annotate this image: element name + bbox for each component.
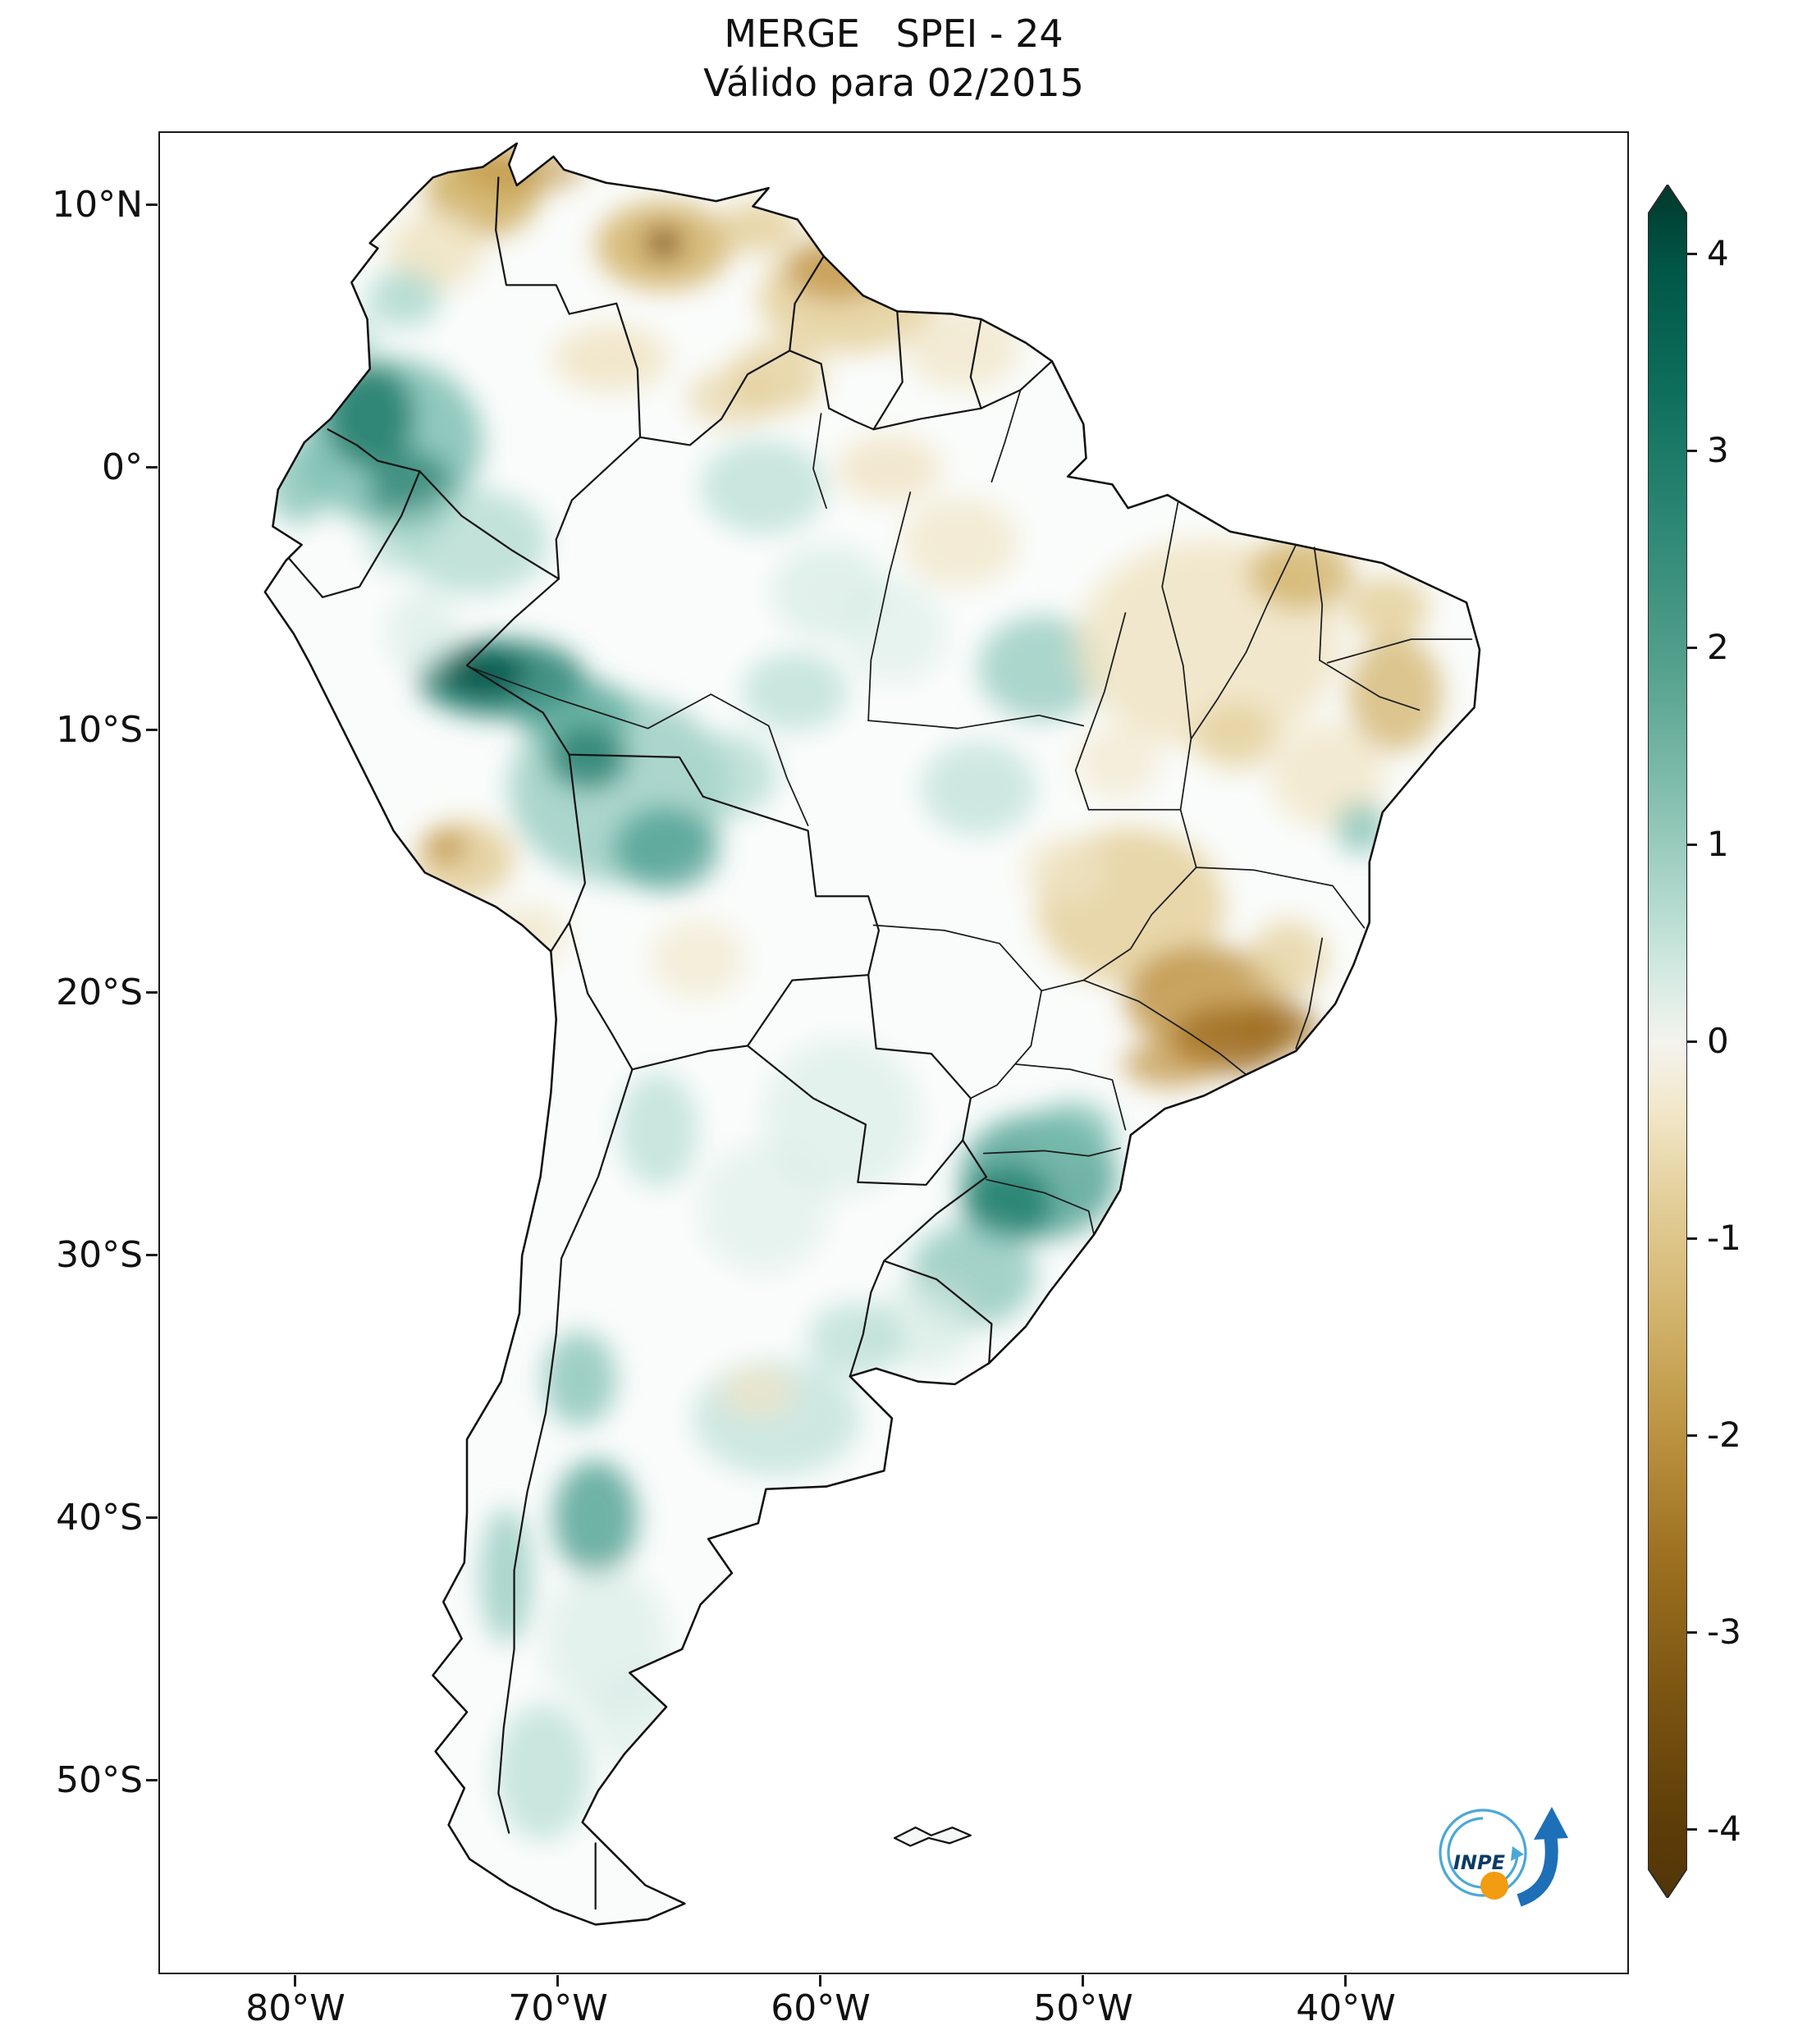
coastline [263, 142, 1481, 1926]
lat-tickmark [146, 466, 158, 469]
chart-subtitle: Válido para 02/2015 [703, 61, 1084, 105]
cbar-tickmark [1687, 1828, 1697, 1831]
cbar-tickmark [1687, 844, 1697, 846]
lat-tickmark [146, 1254, 158, 1256]
colorbar-gradient-body [1648, 185, 1687, 1898]
lat-tickmark [146, 1516, 158, 1519]
logo-orbit-swirl [1447, 1817, 1519, 1889]
cbar-tick-2: 2 [1707, 627, 1729, 667]
lon-tick-80w: 80°W [245, 1987, 345, 2029]
lat-tick-0: 0° [102, 446, 143, 488]
lon-tick-60w: 60°W [771, 1987, 871, 2029]
cbar-tick-0: 0 [1707, 1021, 1729, 1061]
spei-raster [268, 143, 1443, 1841]
falkland-islands [893, 1827, 972, 1847]
lat-tick-50s: 50°S [56, 1759, 143, 1801]
lon-tick-50w: 50°W [1033, 1987, 1133, 2029]
lat-tick-30s: 30°S [56, 1234, 143, 1276]
map-plot: INPE [158, 131, 1629, 1974]
inpe-logo: INPE [1439, 1807, 1568, 1907]
lat-tick-20s: 20°S [56, 972, 143, 1013]
cbar-tick-m4: -4 [1707, 1809, 1741, 1849]
country-borders [287, 176, 1054, 1910]
cbar-tick-m1: -1 [1707, 1218, 1741, 1258]
logo-orange-dot [1480, 1872, 1508, 1900]
colorbar [1648, 185, 1687, 1898]
cbar-tickmark [1687, 1631, 1697, 1634]
cbar-tickmark [1687, 1237, 1697, 1240]
lat-tick-40s: 40°S [56, 1497, 143, 1539]
cbar-tickmark [1687, 1040, 1697, 1043]
lon-tickmark [819, 1975, 821, 1987]
lat-tick-10s: 10°S [56, 709, 143, 751]
lon-tick-40w: 40°W [1296, 1987, 1396, 2029]
logo-blue-arrowhead [1534, 1807, 1568, 1840]
lon-tickmark [556, 1975, 559, 1987]
lon-tickmark [294, 1975, 296, 1987]
lat-tickmark [146, 1779, 158, 1781]
logo-orbit-ring [1439, 1809, 1527, 1897]
lon-tickmark [1082, 1975, 1084, 1987]
state-borders [471, 389, 1473, 1236]
cbar-tick-3: 3 [1707, 430, 1729, 470]
logo-swirl-arrowhead [1511, 1846, 1524, 1861]
lat-tick-10n: 10°N [52, 184, 143, 226]
lat-tickmark [146, 991, 158, 994]
lat-tickmark [146, 729, 158, 731]
logo-blue-arrow [1517, 1833, 1558, 1907]
cbar-tick-4: 4 [1707, 233, 1729, 273]
chart-title: MERGE SPEI - 24 [724, 11, 1064, 56]
south-america-spei-map [263, 142, 1481, 1926]
cbar-tickmark [1687, 253, 1697, 255]
cbar-tick-1: 1 [1707, 824, 1729, 864]
logo-text: INPE [1453, 1851, 1506, 1874]
lon-tickmark [1344, 1975, 1347, 1987]
cbar-tickmark [1687, 450, 1697, 452]
lat-tickmark [146, 203, 158, 206]
cbar-tick-m2: -2 [1707, 1415, 1741, 1455]
cbar-tickmark [1687, 1434, 1697, 1437]
lon-tick-70w: 70°W [508, 1987, 608, 2029]
cbar-tick-m3: -3 [1707, 1612, 1741, 1652]
cbar-tickmark [1687, 647, 1697, 649]
